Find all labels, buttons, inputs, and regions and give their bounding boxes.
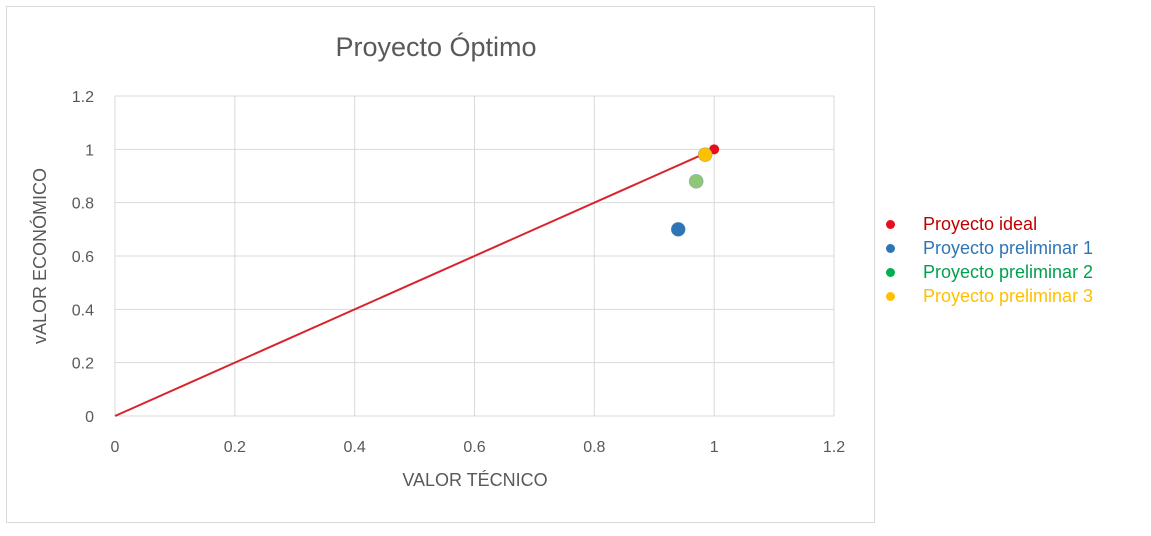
x-tick-label: 0 [111,439,120,456]
legend-marker [886,243,895,253]
scatter-chart: Proyecto Óptimo 0 0.2 0.4 0.6 0.8 1 1.2 0 0.2 0.4… [29,31,845,490]
legend-label: Proyecto ideal [923,213,1038,234]
x-tick-label: 1 [710,439,719,456]
x-tick-label: 0.6 [463,439,485,456]
legend-marker [886,267,895,277]
y-tick-label: 0 [85,409,94,426]
y-axis-label: vALOR ECONÓMICO [29,168,50,344]
reference-line-group [114,153,703,417]
legend-label: Proyecto preliminar 2 [923,261,1094,282]
data-point [670,222,686,237]
legend-item: Proyecto ideal [886,212,1093,236]
x-tick-label: 0.8 [583,439,605,456]
y-tick-label: 1 [85,142,94,159]
y-tick-label: 0.2 [72,356,94,373]
legend-item: Proyecto preliminar 2 [886,260,1093,284]
x-tick-label: 0.4 [344,439,366,456]
axes: 0 0.2 0.4 0.6 0.8 1 1.2 0 0.2 0.4 0.6 0.8 1 1.2 [72,89,845,456]
reference-line [114,153,703,417]
legend-label: Proyecto preliminar 1 [923,237,1094,258]
legend-marker [886,291,895,301]
y-tick-label: 0.4 [72,302,94,319]
x-tick-label: 1.2 [823,439,845,456]
y-tick-label: 0.6 [72,249,94,266]
legend: Proyecto ideal Proyecto preliminar 1 Proye… [886,212,1093,308]
data-point [688,174,704,189]
x-tick-label: 0.2 [224,439,246,456]
legend-marker [886,219,895,229]
data-points [670,144,720,237]
x-axis-label: VALOR TÉCNICO [402,470,547,490]
chart-area [6,6,875,523]
legend-item: Proyecto preliminar 1 [886,236,1093,260]
legend-item: Proyecto preliminar 3 [886,284,1093,308]
chart-title: Proyecto Óptimo [335,31,536,62]
data-point [697,147,713,162]
y-tick-label: 0.8 [72,196,94,213]
y-tick-label: 1.2 [72,89,94,106]
legend-label: Proyecto preliminar 3 [923,285,1094,306]
